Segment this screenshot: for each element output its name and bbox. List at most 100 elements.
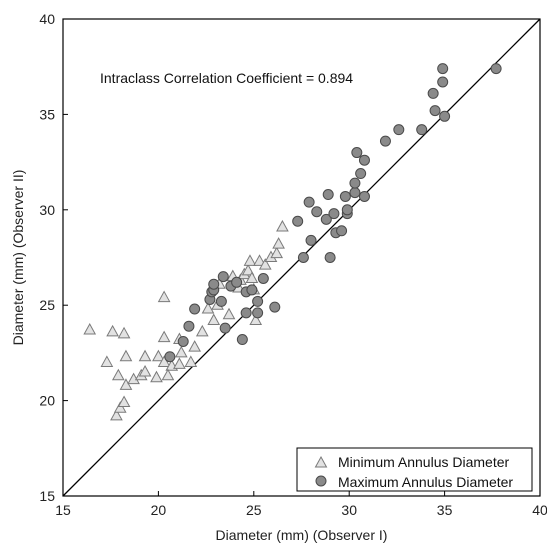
minimum-annulus-point xyxy=(245,271,259,283)
minimum-annulus-point xyxy=(157,355,171,367)
legend-box xyxy=(296,447,533,492)
maximum-annulus-point xyxy=(336,225,348,237)
maximum-annulus-point xyxy=(351,147,363,159)
y-axis-label: Diameter (mm) (Observer II) xyxy=(10,170,26,346)
maximum-annulus-point xyxy=(236,334,248,346)
maximum-annulus-point xyxy=(439,110,451,122)
maximum-annulus-point xyxy=(328,208,340,220)
y-tick-label: 30 xyxy=(39,202,55,218)
maximum-annulus-point xyxy=(429,105,441,117)
maximum-annulus-point xyxy=(324,252,336,263)
plot-frame xyxy=(62,18,541,497)
minimum-annulus-point xyxy=(201,301,215,314)
minimum-annulus-point xyxy=(138,349,152,362)
maximum-annulus-point xyxy=(490,63,502,75)
maximum-annulus-point xyxy=(427,87,439,99)
minimum-annulus-point xyxy=(152,349,165,362)
maximum-annulus-point xyxy=(246,284,258,296)
legend-label-minimum: Minimum Annulus Diameter xyxy=(338,454,510,470)
minimum-annulus-point xyxy=(243,254,257,266)
maximum-annulus-point xyxy=(416,124,428,136)
legend-marker-minimum xyxy=(314,455,328,468)
minimum-annulus-point xyxy=(272,237,285,249)
y-tick-label: 40 xyxy=(39,11,55,27)
minimum-annulus-point xyxy=(161,368,175,381)
correlation-annotation: Intraclass Correlation Coefficient = 0.8… xyxy=(100,70,353,86)
maximum-annulus-point xyxy=(252,295,264,307)
maximum-annulus-points xyxy=(164,63,502,363)
legend: Minimum Annulus Diameter Maximum Annulus… xyxy=(296,447,533,492)
maximum-annulus-point xyxy=(437,76,449,88)
minimum-annulus-point xyxy=(270,246,284,259)
maximum-annulus-point xyxy=(189,303,201,315)
minimum-annulus-point xyxy=(117,395,131,408)
minimum-annulus-point xyxy=(207,313,221,325)
minimum-annulus-point xyxy=(188,340,201,352)
minimum-annulus-point xyxy=(83,322,97,335)
maximum-annulus-point xyxy=(252,307,264,319)
x-tick-label: 20 xyxy=(151,502,167,518)
minimum-annulus-point xyxy=(222,307,236,320)
maximum-annulus-point xyxy=(215,295,227,307)
minimum-annulus-point xyxy=(110,408,123,421)
maximum-annulus-point xyxy=(322,189,334,201)
minimum-annulus-point xyxy=(174,345,188,358)
maximum-annulus-point xyxy=(437,63,449,75)
minimum-annulus-point xyxy=(249,313,263,325)
y-tick-label: 35 xyxy=(39,106,55,122)
minimum-annulus-point xyxy=(157,290,171,303)
minimum-annulus-point xyxy=(258,258,272,270)
minimum-annulus-point xyxy=(173,357,186,369)
y-tick-label: 25 xyxy=(39,297,55,313)
maximum-annulus-point xyxy=(341,204,353,216)
x-tick-label: 30 xyxy=(341,502,357,518)
maximum-annulus-point xyxy=(208,278,220,290)
minimum-annulus-point xyxy=(117,326,131,339)
minimum-annulus-point xyxy=(138,364,152,377)
maximum-annulus-point xyxy=(297,252,309,263)
maximum-annulus-point xyxy=(217,271,229,283)
x-tick-label: 25 xyxy=(246,502,262,518)
maximum-annulus-point xyxy=(339,190,351,202)
maximum-annulus-point xyxy=(393,124,405,136)
minimum-annulus-point xyxy=(195,324,209,337)
legend-label-maximum: Maximum Annulus Diameter xyxy=(338,474,513,490)
maximum-annulus-point xyxy=(257,272,269,284)
maximum-annulus-point xyxy=(292,215,304,227)
maximum-annulus-point xyxy=(269,301,281,313)
minimum-annulus-point xyxy=(150,370,163,383)
axis-ticks: 15 20 25 30 35 40 15 20 25 30 35 40 xyxy=(39,11,547,518)
minimum-annulus-point xyxy=(253,254,266,266)
maximum-annulus-point xyxy=(320,213,332,225)
minimum-annulus-point xyxy=(106,324,119,337)
maximum-annulus-point xyxy=(183,320,195,332)
minimum-annulus-point xyxy=(157,330,171,343)
maximum-annulus-point xyxy=(379,135,391,147)
maximum-annulus-point xyxy=(349,187,361,199)
x-axis-label: Diameter (mm) (Observer I) xyxy=(216,527,388,543)
minimum-annulus-point xyxy=(184,355,198,367)
maximum-annulus-point xyxy=(358,154,370,166)
x-tick-label: 15 xyxy=(55,502,71,518)
maximum-annulus-point xyxy=(219,322,231,334)
minimum-annulus-point xyxy=(119,349,133,362)
maximum-annulus-point xyxy=(164,351,176,363)
x-tick-label: 40 xyxy=(532,502,547,518)
minimum-annulus-point xyxy=(119,378,133,390)
minimum-annulus-point xyxy=(111,368,125,381)
minimum-annulus-point xyxy=(276,219,289,232)
maximum-annulus-point xyxy=(240,307,252,319)
minimum-annulus-point xyxy=(100,355,114,367)
maximum-annulus-point xyxy=(231,276,243,288)
maximum-annulus-point xyxy=(305,234,317,246)
x-tick-label: 35 xyxy=(437,502,453,518)
y-tick-label: 15 xyxy=(39,488,55,504)
maximum-annulus-point xyxy=(303,196,315,208)
minimum-annulus-point xyxy=(241,263,255,276)
maximum-annulus-point xyxy=(311,206,323,218)
legend-marker-maximum xyxy=(315,475,327,487)
maximum-annulus-point xyxy=(355,168,367,180)
maximum-annulus-point xyxy=(177,335,189,347)
y-tick-label: 20 xyxy=(39,393,55,409)
